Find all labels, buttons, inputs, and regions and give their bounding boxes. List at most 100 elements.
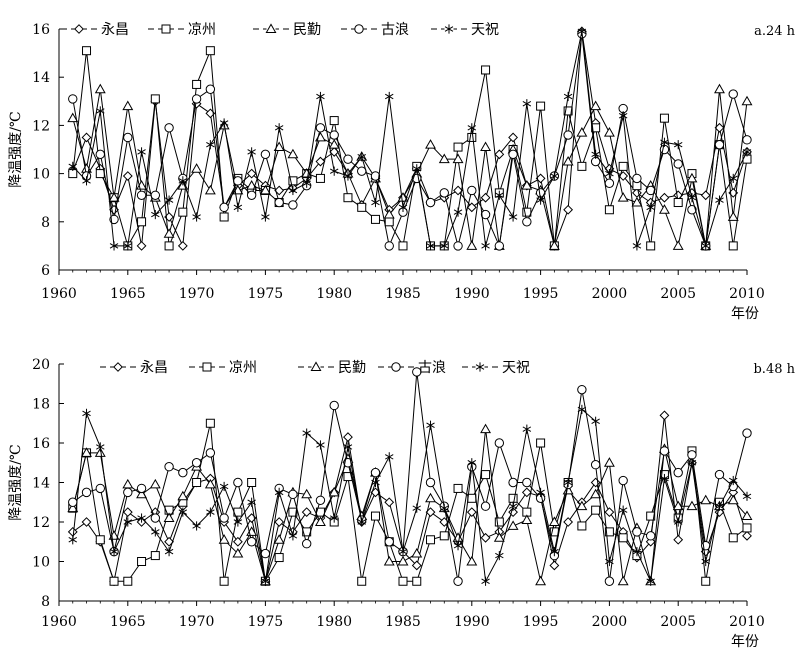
data-point-triangle bbox=[727, 211, 739, 221]
data-point-asterisk bbox=[701, 241, 710, 251]
data-point-triangle bbox=[397, 192, 409, 202]
data-point-circle bbox=[384, 241, 394, 251]
data-point-asterisk bbox=[302, 428, 311, 438]
data-point-square bbox=[728, 533, 738, 543]
data-point-asterisk bbox=[701, 556, 710, 567]
data-point-circle bbox=[522, 217, 532, 227]
data-point-asterisk bbox=[660, 137, 669, 147]
legend-item-diamond: 永昌 bbox=[61, 22, 129, 38]
data-point-square bbox=[591, 505, 601, 515]
data-point-circle bbox=[714, 469, 725, 480]
y-tick-label: 12 bbox=[32, 515, 50, 531]
data-point-asterisk bbox=[288, 531, 298, 541]
panel-label: a.24 h bbox=[754, 24, 796, 39]
data-point-square bbox=[646, 511, 656, 521]
data-point-asterisk bbox=[109, 547, 119, 557]
data-point-asterisk bbox=[605, 556, 614, 567]
data-point-asterisk bbox=[536, 195, 545, 205]
data-point-asterisk bbox=[508, 212, 518, 222]
data-point-square bbox=[205, 418, 215, 428]
legend-label: 永昌 bbox=[140, 360, 168, 376]
data-point-asterisk bbox=[329, 513, 339, 523]
series-line bbox=[72, 31, 748, 248]
data-point-asterisk bbox=[178, 176, 188, 186]
data-point-triangle bbox=[480, 141, 492, 152]
data-point-asterisk bbox=[68, 161, 78, 171]
data-point-diamond bbox=[301, 507, 312, 518]
legend-marker-circle bbox=[391, 362, 401, 372]
data-point-triangle bbox=[122, 100, 134, 111]
data-point-triangle bbox=[521, 180, 533, 190]
data-point-asterisk bbox=[219, 118, 229, 128]
data-point-diamond bbox=[549, 560, 560, 571]
legend-item-diamond: 永昌 bbox=[100, 360, 168, 376]
data-point-asterisk bbox=[577, 26, 587, 37]
x-tick-label: 1995 bbox=[523, 286, 559, 302]
series-circle bbox=[68, 29, 752, 251]
data-point-square bbox=[536, 438, 546, 448]
y-tick-label: 16 bbox=[32, 22, 50, 38]
data-point-triangle bbox=[232, 547, 244, 558]
data-point-circle bbox=[68, 497, 78, 507]
data-point-asterisk bbox=[673, 517, 683, 527]
data-point-square bbox=[384, 217, 394, 227]
data-point-circle bbox=[150, 513, 161, 523]
data-point-circle bbox=[260, 548, 271, 559]
data-point-asterisk bbox=[151, 527, 160, 537]
data-point-square bbox=[604, 527, 614, 537]
data-point-asterisk bbox=[412, 503, 422, 513]
data-point-triangle bbox=[259, 184, 271, 195]
data-point-triangle bbox=[108, 192, 120, 202]
data-point-triangle bbox=[67, 502, 79, 513]
data-point-asterisk bbox=[123, 241, 133, 251]
x-axis-label: 年份 bbox=[731, 634, 759, 650]
data-point-circle bbox=[233, 477, 243, 488]
x-axis-label: 年份 bbox=[731, 306, 759, 322]
data-point-square bbox=[95, 169, 105, 179]
series-diamond bbox=[67, 410, 752, 587]
data-point-circle bbox=[563, 130, 573, 140]
data-point-triangle bbox=[466, 555, 478, 566]
data-point-triangle bbox=[397, 555, 409, 566]
data-point-circle bbox=[274, 197, 284, 208]
data-point-square bbox=[150, 94, 160, 104]
data-point-diamond bbox=[411, 560, 422, 571]
data-point-asterisk bbox=[329, 166, 339, 176]
data-point-circle bbox=[604, 576, 615, 586]
x-tick-label: 2010 bbox=[729, 614, 765, 630]
data-point-circle bbox=[508, 477, 518, 488]
data-point-square bbox=[481, 470, 491, 480]
data-point-diamond bbox=[742, 530, 752, 541]
data-point-triangle bbox=[163, 512, 175, 522]
data-point-diamond bbox=[563, 517, 574, 527]
data-point-circle bbox=[343, 154, 353, 164]
data-point-asterisk bbox=[384, 91, 394, 102]
legend-label: 天祝 bbox=[502, 360, 530, 376]
data-point-diamond bbox=[453, 185, 463, 196]
data-point-square bbox=[701, 576, 711, 586]
data-point-triangle bbox=[301, 488, 313, 499]
data-point-square bbox=[192, 79, 202, 89]
data-point-diamond bbox=[177, 240, 188, 251]
data-point-asterisk bbox=[343, 442, 353, 452]
data-point-asterisk bbox=[453, 207, 463, 217]
data-point-diamond bbox=[659, 410, 670, 421]
data-point-asterisk bbox=[660, 473, 669, 484]
data-point-asterisk bbox=[673, 140, 683, 150]
data-point-circle bbox=[687, 205, 697, 215]
data-point-asterisk bbox=[522, 99, 532, 109]
data-point-circle bbox=[742, 428, 752, 438]
data-point-diamond bbox=[466, 202, 477, 213]
data-point-triangle bbox=[149, 478, 161, 489]
data-point-asterisk bbox=[178, 507, 188, 517]
data-point-circle bbox=[329, 130, 339, 140]
data-point-square bbox=[604, 205, 614, 215]
data-point-triangle bbox=[617, 192, 629, 202]
legend-item-square: 凉州 bbox=[189, 360, 257, 376]
data-point-asterisk bbox=[453, 541, 463, 551]
data-point-asterisk bbox=[467, 458, 477, 468]
data-point-square bbox=[137, 217, 147, 227]
data-point-square bbox=[467, 132, 477, 142]
data-point-square bbox=[370, 214, 380, 224]
data-point-asterisk bbox=[274, 123, 284, 133]
